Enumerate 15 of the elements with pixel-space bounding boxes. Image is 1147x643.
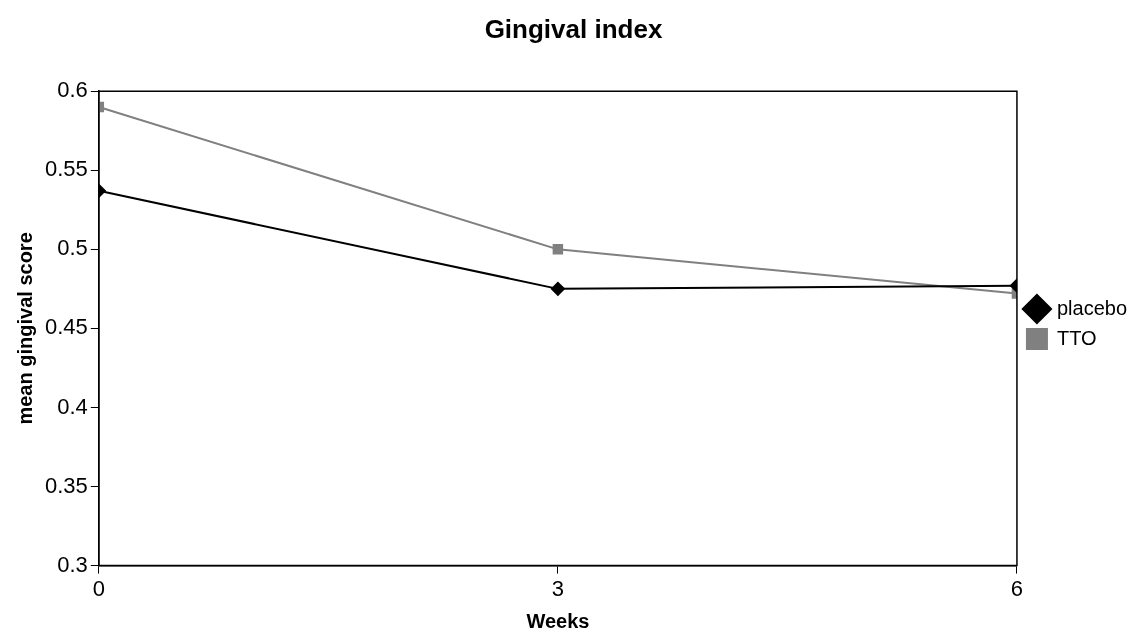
legend-label: TTO	[1056, 326, 1097, 349]
chart-title: Gingival index	[484, 13, 663, 44]
x-tick-label: 6	[1010, 575, 1024, 601]
y-tick-label: 0.55	[44, 156, 88, 182]
legend-label: placebo	[1056, 296, 1127, 319]
x-tick-label: 3	[551, 575, 564, 601]
y-axis-title: mean gingival score	[13, 232, 36, 425]
y-tick-label: 0.3	[57, 551, 88, 577]
y-tick-label: 0.35	[44, 472, 88, 498]
x-tick-label: 0	[92, 575, 105, 601]
x-axis-title: Weeks	[526, 609, 590, 632]
y-tick-label: 0.4	[57, 393, 88, 419]
y-tick-label: 0.45	[44, 314, 88, 340]
y-tick-label: 0.6	[57, 77, 88, 103]
y-tick-label: 0.5	[57, 235, 88, 261]
